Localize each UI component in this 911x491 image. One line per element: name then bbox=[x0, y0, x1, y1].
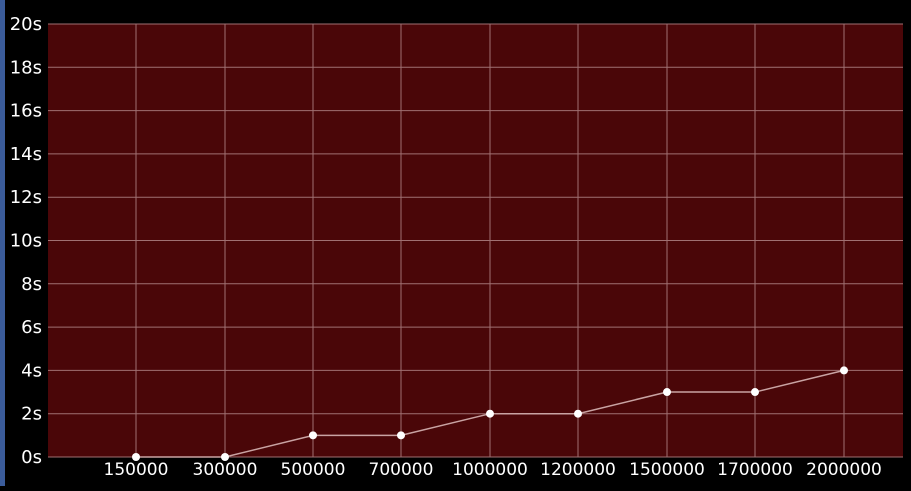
x-tick-label: 1700000 bbox=[717, 460, 793, 480]
y-tick-label: 8s bbox=[21, 274, 42, 295]
left-accent-bar bbox=[0, 0, 5, 486]
x-tick-label: 1000000 bbox=[452, 460, 528, 480]
y-tick-label: 12s bbox=[10, 187, 42, 208]
data-point bbox=[397, 431, 405, 440]
data-point bbox=[221, 453, 229, 461]
data-point bbox=[486, 409, 494, 418]
series-line bbox=[132, 366, 848, 461]
data-point bbox=[663, 388, 671, 397]
grid bbox=[48, 23, 903, 458]
y-tick-label: 20s bbox=[10, 14, 42, 35]
y-tick-label: 2s bbox=[21, 404, 42, 425]
y-tick-label: 4s bbox=[21, 360, 42, 381]
x-tick-label: 150000 bbox=[104, 460, 169, 480]
x-axis-ticks: 150000 300000 500000 700000 1000000 1200000 15… bbox=[104, 460, 882, 480]
x-tick-label: 700000 bbox=[369, 460, 434, 480]
x-tick-label: 2000000 bbox=[806, 460, 882, 480]
y-tick-label: 16s bbox=[10, 101, 42, 122]
y-tick-label: 14s bbox=[10, 144, 42, 165]
data-point bbox=[751, 388, 759, 397]
y-tick-label: 10s bbox=[10, 231, 42, 252]
x-tick-label: 1500000 bbox=[629, 460, 705, 480]
x-tick-label: 500000 bbox=[281, 460, 346, 480]
data-point bbox=[132, 453, 140, 461]
data-point bbox=[309, 431, 317, 440]
y-tick-label: 0s bbox=[21, 447, 42, 468]
x-tick-label: 1200000 bbox=[540, 460, 616, 480]
data-point bbox=[840, 366, 848, 375]
y-axis-ticks: 0s 2s 4s 6s 8s 10s 12s 14s 16s 18s 20s bbox=[10, 14, 42, 468]
x-tick-label: 300000 bbox=[193, 460, 258, 480]
y-tick-label: 18s bbox=[10, 57, 42, 78]
data-point bbox=[574, 409, 582, 418]
y-tick-label: 6s bbox=[21, 317, 42, 338]
